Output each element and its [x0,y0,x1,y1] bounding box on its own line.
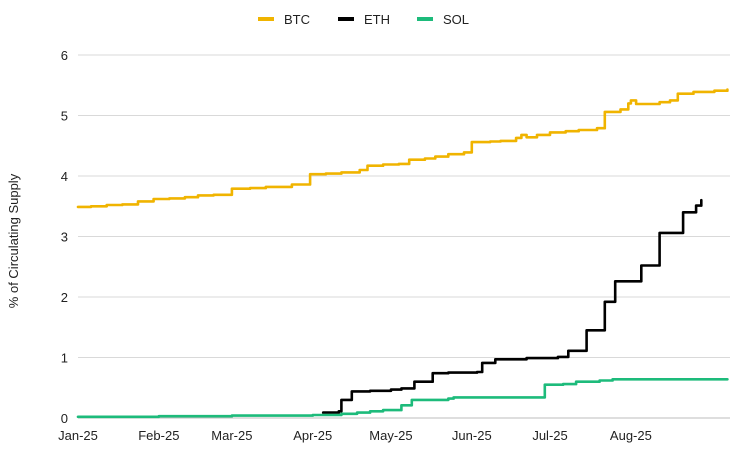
x-tick-label: Aug-25 [610,428,652,443]
x-tick-label: Mar-25 [211,428,252,443]
series-lines [76,88,729,419]
legend: BTC ETH SOL [258,12,469,27]
series-line-eth [321,198,703,414]
gridlines [78,54,730,419]
legend-label-eth: ETH [364,12,390,27]
y-tick-label: 3 [61,230,68,245]
x-tick-label: Jun-25 [452,428,492,443]
y-tick-label: 4 [61,169,68,184]
x-tick-label: Jul-25 [532,428,567,443]
series-line-sol [76,378,729,419]
y-tick-label: 5 [61,109,68,124]
y-tick-label: 2 [61,290,68,305]
y-tick-label: 0 [61,411,68,426]
x-axis-ticks: Jan-25 Feb-25 Mar-25 Apr-25 May-25 Jun-25 Jul-… [58,428,652,443]
x-tick-label: Apr-25 [293,428,332,443]
y-tick-label: 6 [61,48,68,63]
legend-label-sol: SOL [443,12,469,27]
x-tick-label: May-25 [369,428,412,443]
x-tick-label: Feb-25 [138,428,179,443]
y-tick-label: 1 [61,351,68,366]
legend-label-btc: BTC [284,12,310,27]
x-tick-label: Jan-25 [58,428,98,443]
series-line-btc [76,88,729,209]
y-axis-ticks: 0 1 2 3 4 5 6 [61,48,68,426]
y-axis-label: % of Circulating Supply [6,173,21,308]
